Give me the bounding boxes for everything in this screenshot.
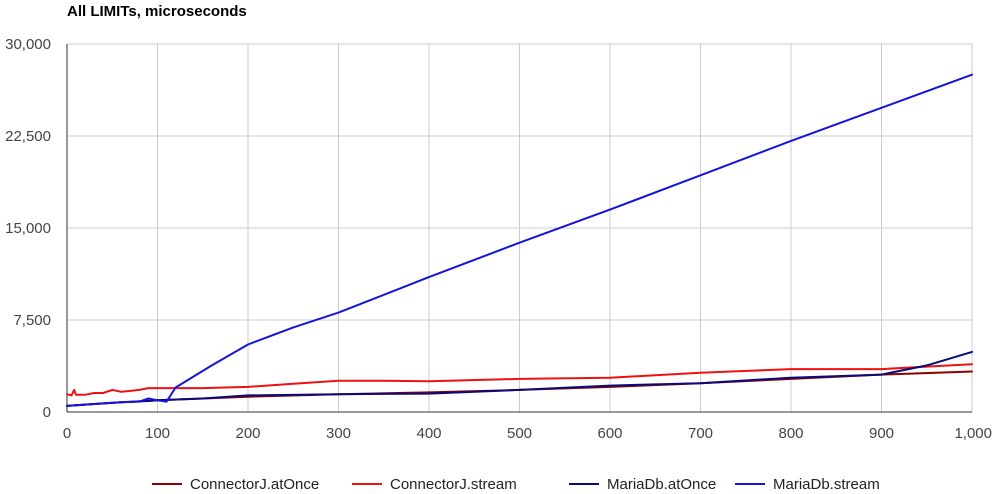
x-tick-label: 600 [597,425,622,442]
y-tick-label: 0 [43,404,51,421]
y-tick-label: 30,000 [5,36,51,53]
x-tick-label: 0 [63,425,71,442]
series-line-mariadb-stream [66,73,973,407]
y-tick-label: 7,500 [13,312,51,329]
series-lines [66,73,973,407]
legend-item-label[interactable]: MariaDb.stream [773,476,880,493]
legend[interactable]: ConnectorJ.atOnce ConnectorJ.stream MariaD… [152,476,880,493]
legend-item-label[interactable]: ConnectorJ.stream [390,476,517,493]
x-tick-label: 400 [416,425,441,442]
x-tick-label: 800 [778,425,803,442]
axes [66,44,972,413]
x-tick-label: 300 [326,425,351,442]
legend-item-label[interactable]: MariaDb.atOnce [607,476,716,493]
series-line-connectorj-stream [66,363,973,397]
x-tick-label: 700 [688,425,713,442]
x-tick-label: 200 [235,425,260,442]
y-tick-label: 22,500 [5,128,51,145]
x-tick-label: 1,000 [954,425,992,442]
chart-title: All LIMITs, microseconds [67,3,247,20]
y-axis-tick-labels: 0 7,500 15,000 22,500 30,000 [5,36,51,421]
legend-item-label[interactable]: ConnectorJ.atOnce [190,476,319,493]
x-tick-label: 100 [145,425,170,442]
x-axis-tick-labels: 0 100 200 300 400 500 600 700 800 900 1,000 [63,425,992,442]
y-tick-label: 15,000 [5,220,51,237]
x-tick-label: 900 [869,425,894,442]
x-tick-label: 500 [507,425,532,442]
grid [67,43,973,412]
